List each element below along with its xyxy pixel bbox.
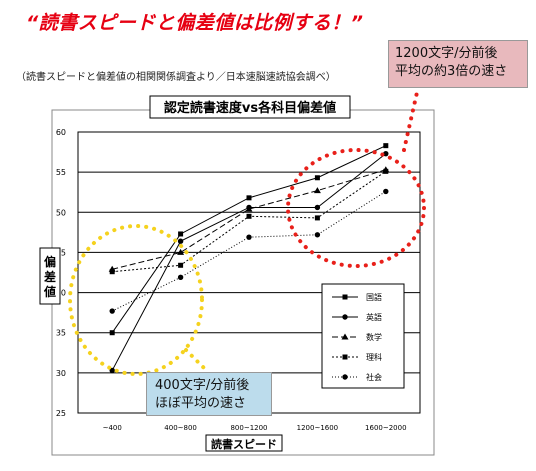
legend-label: 国語 bbox=[366, 292, 382, 302]
slow-reader-callout: 400文字/分前後 ほぼ平均の速さ bbox=[146, 372, 272, 416]
data-point bbox=[383, 143, 389, 149]
y-tick-label: 25 bbox=[56, 409, 66, 418]
y-tick-label: 50 bbox=[56, 208, 66, 217]
y-tick-label: 60 bbox=[56, 128, 66, 137]
data-point bbox=[342, 354, 348, 360]
data-point bbox=[178, 262, 184, 268]
fast-reader-pointer bbox=[402, 86, 420, 152]
fast-reader-highlight-circle bbox=[286, 148, 426, 268]
data-point bbox=[313, 187, 321, 194]
data-point bbox=[109, 269, 115, 275]
fast-reader-callout-line2: 平均の約3倍の速さ bbox=[395, 64, 508, 79]
y-axis-label: 偏差値 bbox=[43, 254, 56, 299]
tick-layer: 25 30 35 40 45 50 55 60 ~400 400~800 800~1200 1200~… bbox=[56, 128, 407, 432]
y-tick-label: 40 bbox=[56, 289, 66, 298]
y-tick-label: 30 bbox=[56, 369, 66, 378]
data-point bbox=[342, 374, 348, 380]
y-axis-label-char: 値 bbox=[43, 284, 56, 299]
data-point bbox=[109, 308, 115, 314]
data-point bbox=[109, 330, 115, 336]
series-理科 bbox=[109, 168, 389, 275]
data-point bbox=[246, 234, 252, 240]
x-tick-label: ~400 bbox=[103, 424, 122, 432]
headline: “読書スピードと偏差値は比例する！” bbox=[26, 12, 364, 34]
x-axis-label-box bbox=[205, 434, 283, 452]
chart-title: 認定読書速度vs各科目偏差値 bbox=[164, 100, 336, 116]
x-tick-label: 1200~1600 bbox=[297, 424, 339, 432]
chart-title-box bbox=[149, 95, 351, 119]
series-layer bbox=[108, 143, 390, 374]
x-tick-label: 1600~2000 bbox=[365, 424, 407, 432]
data-point bbox=[246, 213, 252, 219]
series-line bbox=[112, 169, 386, 270]
slow-reader-callout-line1: 400文字/分前後 bbox=[155, 378, 250, 393]
data-point bbox=[177, 238, 184, 244]
data-point bbox=[314, 204, 321, 211]
data-point bbox=[178, 231, 184, 237]
data-point bbox=[383, 168, 389, 174]
legend-box bbox=[321, 283, 405, 389]
y-tick-label: 55 bbox=[56, 168, 66, 177]
y-tick-label: 45 bbox=[56, 248, 66, 257]
slow-reader-pointer bbox=[184, 348, 210, 374]
x-tick-label: 400~800 bbox=[164, 424, 197, 432]
legend-item: 社会 bbox=[332, 372, 382, 382]
y-axis-label-char: 差 bbox=[43, 269, 56, 284]
legend-label: 英語 bbox=[366, 312, 382, 322]
source-note: （読書スピードと偏差値の相関関係調査より／日本速脳速読協会調べ） bbox=[16, 72, 336, 83]
series-社会 bbox=[109, 188, 389, 314]
data-point bbox=[383, 188, 389, 195]
series-国語 bbox=[109, 143, 389, 336]
legend-item: 理科 bbox=[332, 352, 382, 362]
fast-reader-callout: 1200文字/分前後 平均の約3倍の速さ bbox=[388, 40, 528, 88]
legend-item: 国語 bbox=[332, 292, 382, 302]
y-axis-label-char: 偏 bbox=[44, 254, 56, 269]
fast-reader-callout-line1: 1200文字/分前後 bbox=[395, 46, 498, 61]
data-point bbox=[341, 333, 349, 340]
data-point bbox=[314, 175, 320, 181]
data-point bbox=[177, 248, 185, 255]
legend-label: 社会 bbox=[366, 372, 382, 382]
x-tick-label: 800~1200 bbox=[230, 424, 267, 432]
legend-item: 数学 bbox=[332, 332, 382, 342]
legend-label: 数学 bbox=[366, 332, 382, 342]
slow-reader-callout-line2: ほぼ平均の速さ bbox=[155, 396, 247, 411]
legend-label: 理科 bbox=[366, 352, 382, 362]
data-point bbox=[109, 367, 115, 374]
data-point bbox=[245, 205, 253, 212]
y-tick-label: 35 bbox=[56, 329, 66, 338]
data-point bbox=[314, 215, 320, 221]
data-point bbox=[177, 274, 184, 281]
legend-item: 英語 bbox=[332, 312, 382, 322]
data-point bbox=[314, 232, 321, 238]
data-point bbox=[342, 294, 348, 300]
data-point bbox=[246, 195, 252, 201]
data-point bbox=[342, 314, 348, 320]
y-axis-label-box bbox=[39, 247, 61, 305]
x-axis-label: 読書スピード bbox=[211, 437, 277, 451]
slow-reader-highlight-circle bbox=[68, 224, 204, 376]
